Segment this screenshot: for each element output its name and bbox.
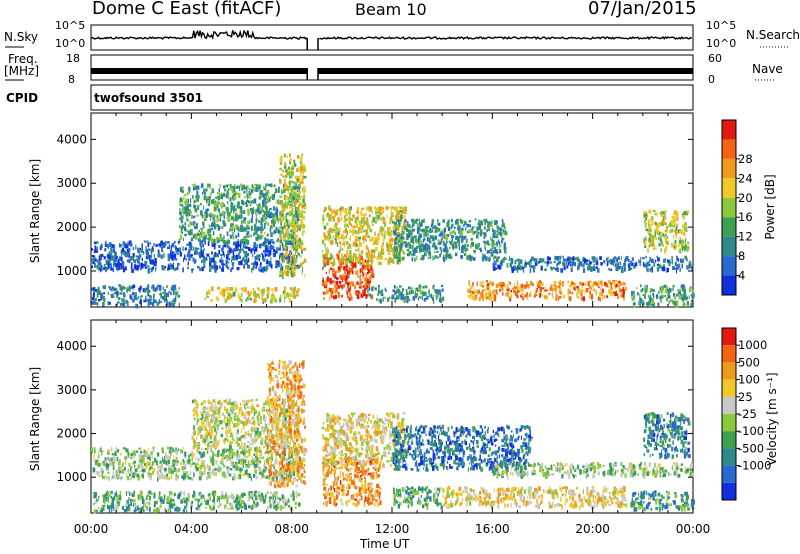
colorbar-power-swatch-2 (722, 158, 736, 179)
colorbar-power-swatch-1 (722, 139, 736, 159)
nsearch-label: N.Search (746, 28, 800, 42)
colorbar-power-swatch-7 (722, 256, 736, 276)
xtick-label-2: 08:00 (274, 522, 309, 536)
nave-tick-top: 60 (708, 52, 722, 65)
colorbar-velocity-swatch-2 (722, 362, 736, 380)
ytick-label-power-2: 3000 (56, 176, 87, 190)
ytick-label-power-3: 4000 (56, 132, 87, 146)
colorbar-velocity-label-6: -500 (738, 441, 764, 455)
colorbar-velocity-swatch-7 (722, 448, 736, 466)
colorbar-power-label-4: 20 (738, 191, 753, 205)
power-heatmap-cells (91, 153, 695, 309)
colorbar-velocity-label-4: -25 (738, 407, 757, 421)
freq-label-1: Freq. (8, 52, 38, 66)
velocity-heatmap-cells (91, 359, 695, 514)
colorbar-power-swatch-8 (722, 275, 736, 295)
nsearch-tick-top: 10^5 (706, 19, 737, 32)
colorbar-velocity-swatch-5 (722, 414, 736, 432)
ytick-label-velocity-3: 4000 (56, 339, 87, 353)
colorbar-velocity-swatch-9 (722, 482, 736, 500)
colorbar-power-label-6: 28 (738, 152, 753, 166)
freq-band-left (91, 68, 307, 74)
nsky-label: N.Sky (4, 30, 39, 44)
nave-label: Nave (752, 62, 783, 76)
station-title: Dome C East (fitACF) (92, 0, 282, 19)
x-axis-label: Time UT (360, 537, 410, 551)
ytick-label-velocity-0: 1000 (56, 470, 87, 484)
colorbar-power-frame (721, 119, 737, 296)
beam-title: Beam 10 (355, 0, 427, 19)
freq-label-2: [MHz] (4, 64, 40, 78)
panel-velocity-frame (90, 319, 694, 514)
colorbar-velocity-label-7: -1000 (738, 459, 771, 473)
xtick-label-6: 00:00 (676, 522, 711, 536)
nsky-tick-bottom: 10^0 (55, 37, 86, 50)
xtick-label-3: 12:00 (375, 522, 410, 536)
nsearch-tick-bottom: 10^0 (706, 37, 737, 50)
ytick-label-power-1: 2000 (56, 220, 87, 234)
cpid-value: twofsound 3501 (94, 91, 203, 105)
freq-tick-top: 18 (66, 52, 80, 65)
nsky-trace (90, 29, 693, 41)
colorbar-velocity-swatch-4 (722, 396, 736, 414)
ytick-label-power-0: 1000 (56, 264, 87, 278)
xtick-label-1: 04:00 (174, 522, 209, 536)
colorbar-velocity-swatch-1 (722, 345, 736, 363)
colorbar-velocity-swatch-0 (722, 328, 736, 346)
xtick-label-5: 20:00 (575, 522, 610, 536)
freq-band-right (318, 68, 693, 74)
colorbar-velocity-label-3: 25 (738, 390, 753, 404)
colorbar-velocity-label-1: 500 (738, 355, 760, 369)
colorbar-velocity-label-0: 1000 (738, 338, 767, 352)
colorbar-power-label-5: 24 (738, 171, 753, 185)
cpid-strip (90, 84, 694, 111)
freq-tick-bottom: 8 (68, 73, 75, 86)
freq-strip (90, 54, 694, 81)
cpid-label: CPID (6, 91, 39, 105)
colorbar-power-label-1: 8 (738, 249, 745, 263)
colorbar-power-swatch-0 (722, 120, 736, 140)
colorbar-power-label-0: 4 (738, 269, 745, 283)
colorbar-power-swatch-6 (722, 236, 736, 257)
colorbar-power-label-3: 16 (738, 210, 753, 224)
nave-tick-bottom: 0 (708, 73, 715, 86)
colorbar-velocity-swatch-6 (722, 431, 736, 449)
xtick-label-4: 16:00 (475, 522, 510, 536)
colorbar-velocity-label-2: 100 (738, 373, 760, 387)
date-title: 07/Jan/2015 (588, 0, 697, 19)
colorbar-velocity-swatch-3 (722, 379, 736, 397)
nsky-tick-top: 10^5 (55, 19, 86, 32)
ytick-label-velocity-1: 2000 (56, 427, 87, 441)
colorbar-velocity-label-5: -100 (738, 424, 764, 438)
colorbar-velocity-swatch-8 (722, 465, 736, 483)
xtick-label-0: 00:00 (74, 522, 109, 536)
colorbar-power-label-2: 12 (738, 230, 753, 244)
ytick-label-velocity-2: 3000 (56, 383, 87, 397)
colorbar-power-swatch-4 (722, 197, 736, 218)
colorbar-power-swatch-5 (722, 217, 736, 237)
nsky-strip (90, 24, 694, 51)
colorbar-power-swatch-3 (722, 178, 736, 198)
